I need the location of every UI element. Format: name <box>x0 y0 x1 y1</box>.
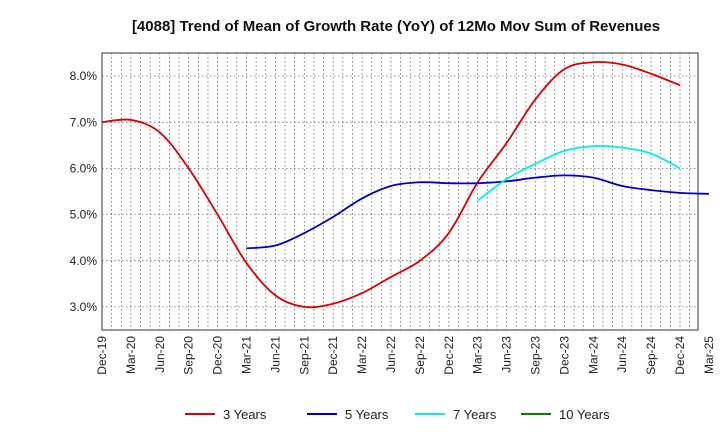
x-tick-label: Dec-19 <box>95 336 109 375</box>
x-tick-label: Mar-20 <box>124 336 138 374</box>
y-tick-label: 5.0% <box>70 208 98 222</box>
series-layer <box>101 61 709 309</box>
legend: 3 Years 5 Years 7 Years 10 Years <box>185 407 610 422</box>
x-tick-label: Mar-23 <box>471 336 485 374</box>
x-axis: Dec-19 Mar-20 Jun-20 Sep-20 Dec-20 Mar-21 Jun-… <box>95 336 716 375</box>
legend-label: 3 Years <box>223 407 267 422</box>
x-tick-label: Mar-21 <box>240 336 254 374</box>
legend-label: 10 Years <box>559 407 610 422</box>
y-tick-label: 3.0% <box>70 300 98 314</box>
series-line-7-years <box>477 145 681 202</box>
x-tick-label: Sep-20 <box>182 336 196 375</box>
plot-area <box>101 52 699 331</box>
series-line-5-years <box>246 174 709 250</box>
x-tick-label: Sep-22 <box>413 336 427 375</box>
series-line-3-years <box>101 61 681 309</box>
x-tick-label: Mar-24 <box>586 336 600 374</box>
chart-title: [4088] Trend of Mean of Growth Rate (YoY… <box>132 18 660 35</box>
x-tick-label: Jun-20 <box>153 336 167 373</box>
x-tick-label: Dec-20 <box>211 336 225 375</box>
x-tick-label: Sep-24 <box>644 336 658 375</box>
x-tick-label: Dec-24 <box>673 336 687 375</box>
legend-label: 7 Years <box>453 407 497 422</box>
y-tick-label: 4.0% <box>70 254 98 268</box>
y-tick-label: 6.0% <box>70 161 98 175</box>
x-tick-label: Jun-22 <box>384 336 398 373</box>
x-tick-label: Mar-22 <box>355 336 369 374</box>
x-tick-label: Dec-21 <box>326 336 340 375</box>
y-tick-label: 7.0% <box>70 115 98 129</box>
grid-layer <box>102 53 698 330</box>
legend-label: 5 Years <box>345 407 389 422</box>
x-tick-label: Sep-23 <box>529 336 543 375</box>
x-tick-label: Jun-21 <box>268 336 282 373</box>
y-tick-label: 8.0% <box>70 69 98 83</box>
x-tick-label: Sep-21 <box>297 336 311 375</box>
x-tick-label: Jun-24 <box>615 336 629 373</box>
x-tick-label: Mar-25 <box>702 336 716 374</box>
x-tick-label: Jun-23 <box>500 336 514 373</box>
x-tick-label: Dec-22 <box>442 336 456 375</box>
x-tick-label: Dec-23 <box>557 336 571 375</box>
y-axis: 3.0% 4.0% 5.0% 6.0% 7.0% 8.0% <box>70 69 98 314</box>
